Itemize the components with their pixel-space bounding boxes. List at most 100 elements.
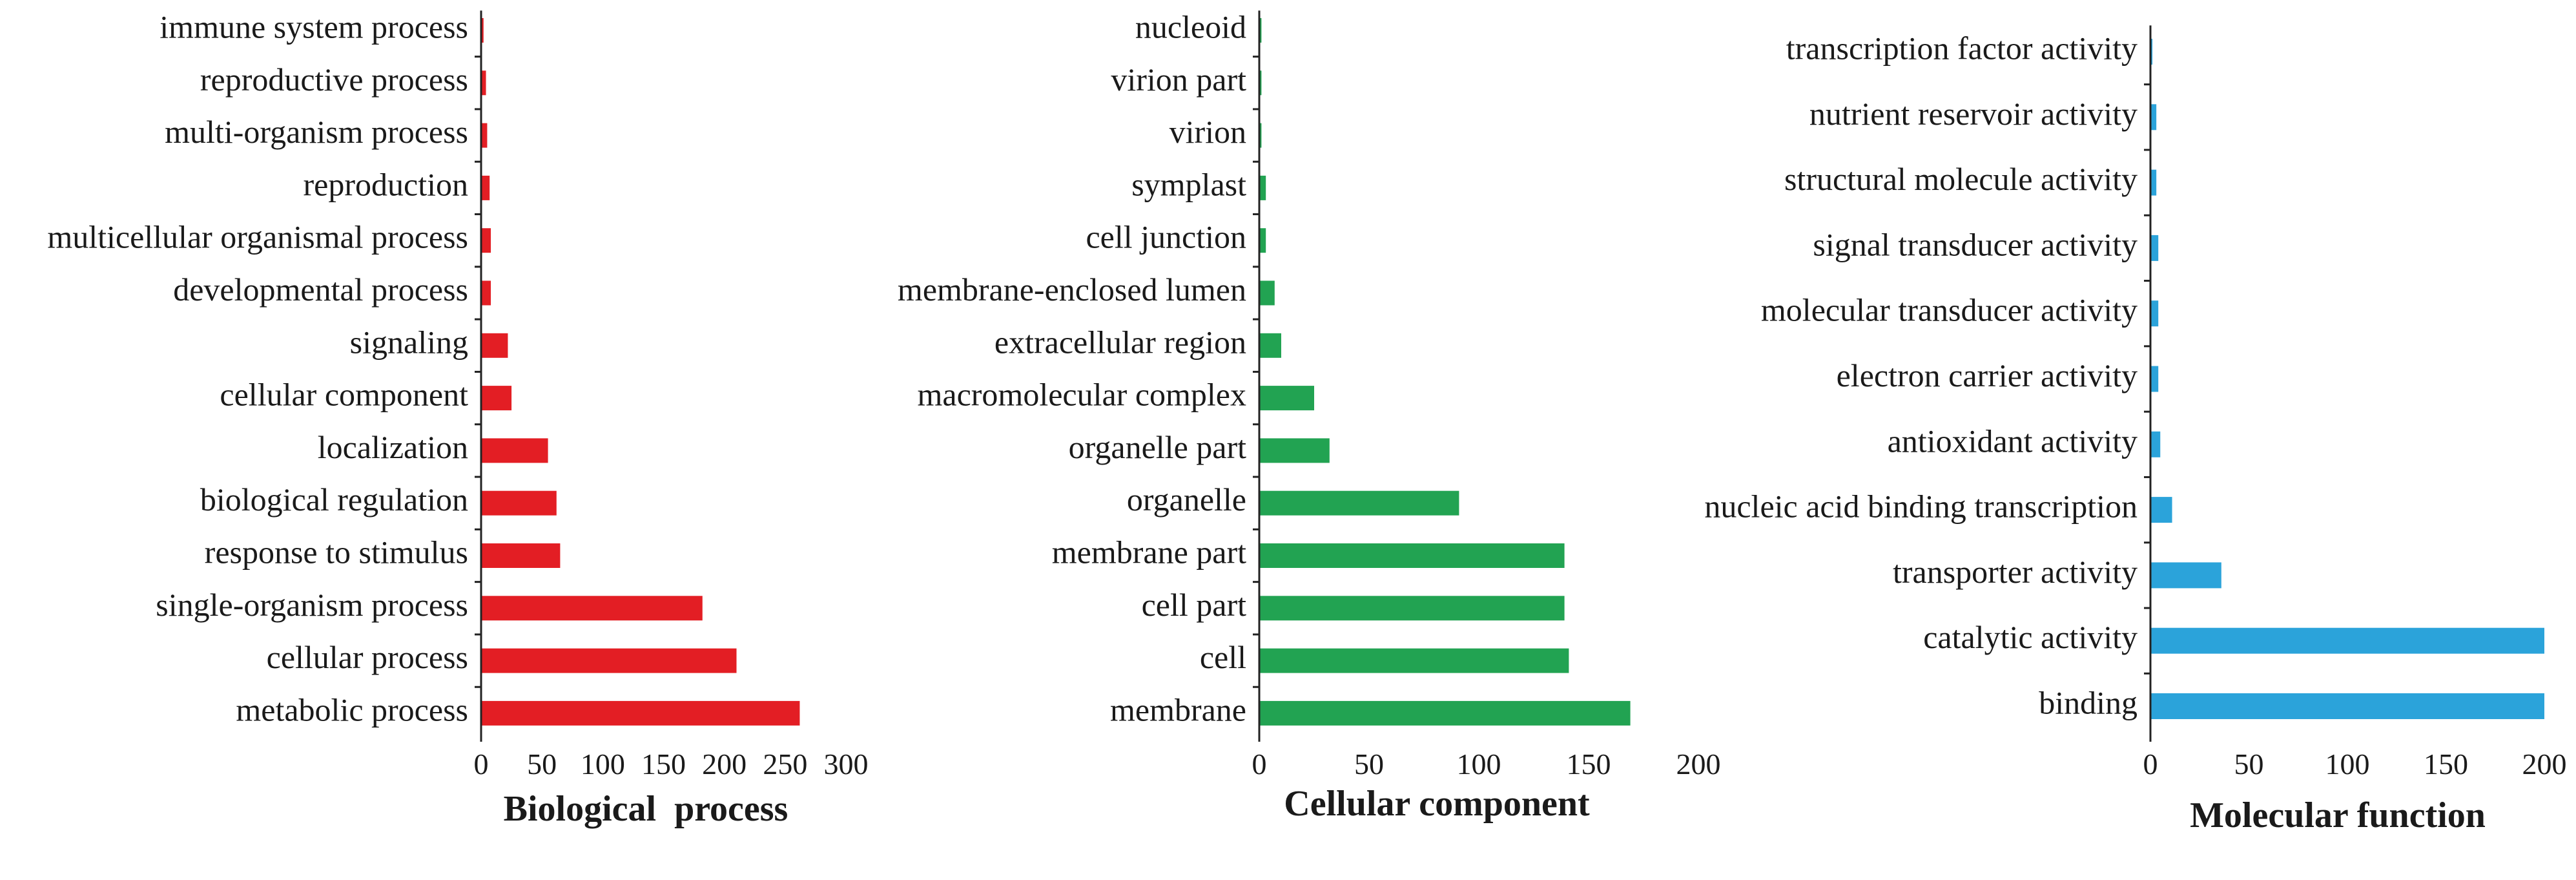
category-label: reproductive process: [200, 61, 468, 98]
category-label: reproduction: [304, 166, 468, 202]
category-label: response to stimulus: [205, 534, 468, 570]
x-tick-label: 150: [2424, 748, 2468, 780]
category-label: binding: [2039, 684, 2138, 720]
category-label: metabolic process: [236, 691, 468, 728]
bar: [481, 280, 491, 306]
category-label: membrane part: [1052, 534, 1246, 570]
bar: [481, 333, 508, 358]
bar: [2150, 562, 2221, 589]
bar: [1259, 175, 1266, 200]
bar: [481, 70, 486, 96]
category-label: immune system process: [160, 8, 468, 45]
category-label: catalytic activity: [1923, 619, 2138, 655]
category-label: membrane-enclosed lumen: [898, 271, 1246, 308]
category-label: organelle: [1127, 481, 1246, 518]
bar: [481, 18, 484, 43]
bar: [481, 490, 557, 516]
bar: [481, 700, 800, 726]
x-tick-label: 0: [2143, 748, 2158, 780]
category-label: structural molecule activity: [1784, 161, 2138, 197]
chart-panel-2: nucleoid virion part virion symplast cell ju…: [898, 8, 1721, 824]
category-label: cell: [1200, 639, 1246, 675]
bar: [2150, 39, 2153, 65]
category-label: electron carrier activity: [1837, 357, 2138, 393]
category-label: biological regulation: [200, 481, 468, 518]
bar: [1259, 386, 1314, 411]
bar: [1259, 543, 1565, 568]
bar: [1259, 648, 1569, 673]
x-tick-label: 100: [1457, 748, 1501, 780]
bar: [2150, 366, 2159, 392]
bar: [481, 648, 737, 673]
x-tick-label: 50: [527, 748, 557, 780]
bar: [2150, 104, 2157, 131]
bar: [1259, 70, 1262, 96]
category-label: virion part: [1111, 61, 1246, 98]
bar: [1259, 596, 1565, 621]
bar: [2150, 693, 2544, 719]
bar: [1259, 333, 1281, 358]
bar: [2150, 627, 2544, 654]
panel-title: Cellular component: [1284, 784, 1590, 824]
chart-panel-1: immune system process reproductive proces…: [47, 8, 868, 829]
category-label: multicellular organismal process: [47, 219, 468, 255]
category-label: transcription factor activity: [1786, 30, 2138, 66]
category-label: macromolecular complex: [918, 377, 1247, 413]
x-tick-label: 0: [1252, 748, 1267, 780]
category-label: antioxidant activity: [1888, 423, 2138, 459]
bar: [481, 123, 488, 148]
x-tick-label: 300: [824, 748, 869, 780]
bar: [481, 175, 490, 200]
category-label: cellular component: [220, 377, 468, 413]
category-label: multi-organism process: [165, 114, 468, 150]
category-label: molecular transducer activity: [1761, 292, 2138, 328]
bar: [481, 228, 491, 253]
bar: [1259, 700, 1631, 726]
bar: [1259, 123, 1262, 148]
category-label: nutrient reservoir activity: [1809, 96, 2138, 132]
x-tick-label: 50: [2234, 748, 2264, 780]
x-tick-label: 0: [474, 748, 489, 780]
category-label: cell part: [1142, 587, 1247, 623]
bar: [2150, 169, 2157, 196]
category-label: nucleoid: [1135, 8, 1246, 45]
bar: [481, 386, 512, 411]
bar: [2150, 431, 2161, 457]
bar: [1259, 280, 1275, 306]
chart-panel-3: transcription factor activity nutrient re…: [1704, 25, 2567, 835]
bar: [1259, 228, 1266, 253]
category-label: single-organism process: [156, 587, 468, 623]
category-label: developmental process: [173, 271, 468, 308]
x-tick-label: 200: [2522, 748, 2567, 780]
category-label: nucleic acid binding transcription: [1704, 488, 2138, 525]
category-label: organelle part: [1069, 429, 1246, 465]
x-tick-label: 200: [1676, 748, 1721, 780]
bar: [2150, 235, 2159, 261]
category-label: signaling: [350, 324, 468, 360]
category-label: localization: [318, 429, 468, 465]
x-tick-label: 100: [581, 748, 625, 780]
category-label: symplast: [1131, 166, 1246, 202]
category-label: virion: [1170, 114, 1246, 150]
panel-title: Biological process: [504, 789, 788, 829]
bar: [481, 543, 561, 568]
bar: [481, 596, 703, 621]
bar: [2150, 497, 2172, 523]
bar: [2150, 300, 2159, 327]
bar: [1259, 18, 1262, 43]
x-tick-label: 150: [641, 748, 686, 780]
x-tick-label: 200: [702, 748, 747, 780]
x-tick-label: 50: [1354, 748, 1384, 780]
category-label: cellular process: [267, 639, 468, 675]
x-tick-label: 100: [2325, 748, 2370, 780]
category-label: extracellular region: [994, 324, 1246, 360]
bar: [481, 438, 548, 463]
bar: [1259, 490, 1459, 516]
x-tick-label: 150: [1567, 748, 1611, 780]
category-label: membrane: [1110, 691, 1246, 728]
panel-title: Molecular function: [2190, 795, 2486, 835]
category-label: transporter activity: [1893, 554, 2138, 590]
category-label: signal transducer activity: [1813, 226, 2138, 262]
category-label: cell junction: [1086, 219, 1246, 255]
